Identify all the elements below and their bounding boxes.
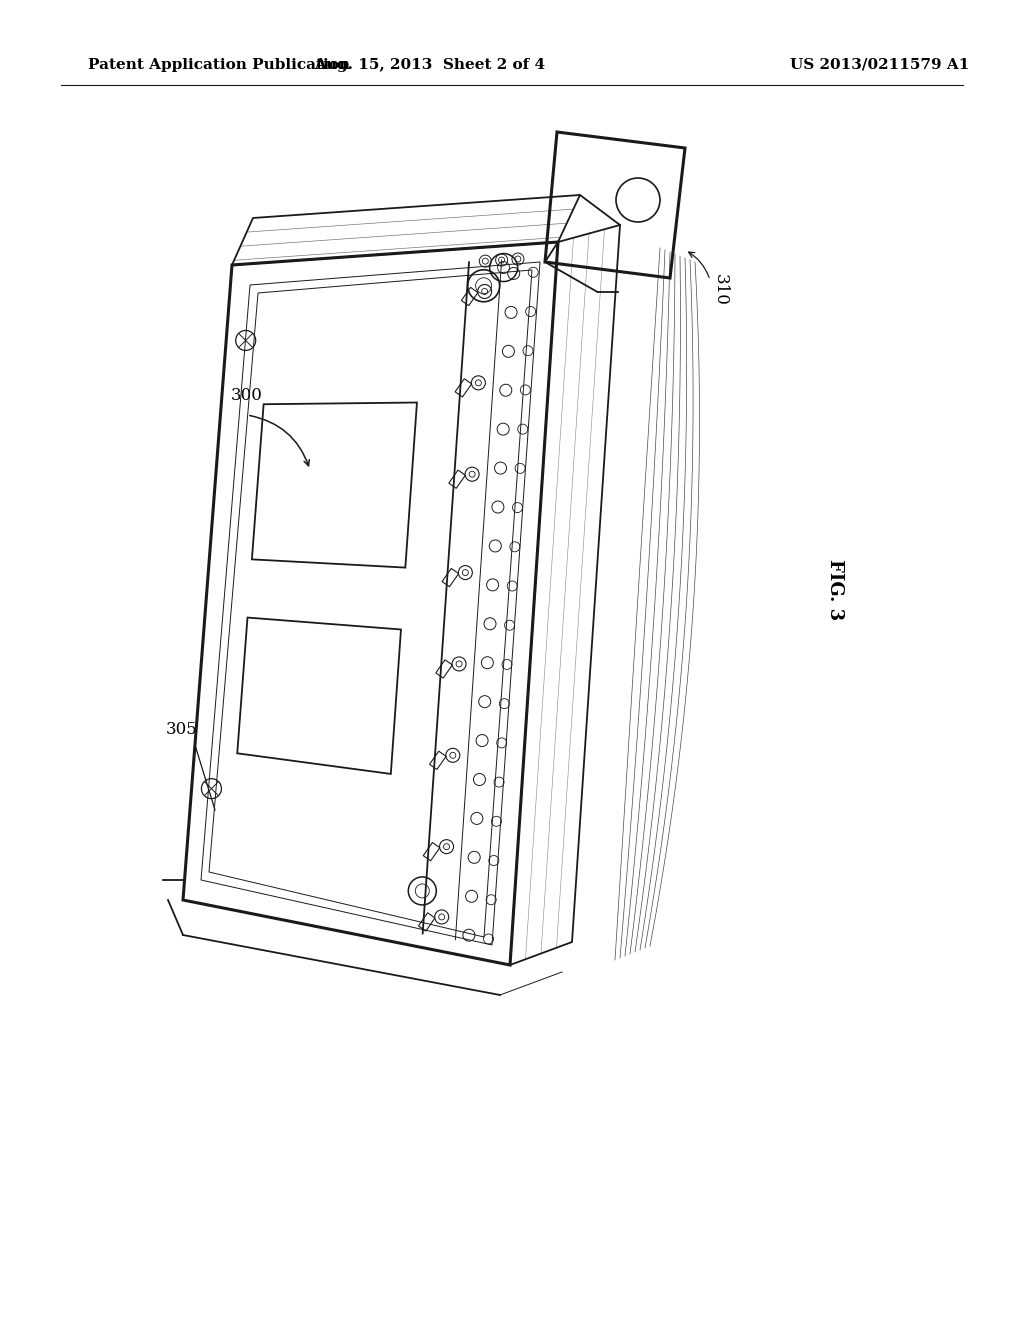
Text: FIG. 3: FIG. 3 bbox=[826, 560, 844, 620]
Text: 300: 300 bbox=[231, 387, 263, 404]
Text: Aug. 15, 2013  Sheet 2 of 4: Aug. 15, 2013 Sheet 2 of 4 bbox=[314, 58, 546, 73]
Text: US 2013/0211579 A1: US 2013/0211579 A1 bbox=[790, 58, 970, 73]
Text: 310: 310 bbox=[712, 275, 728, 306]
Text: 305: 305 bbox=[166, 722, 198, 738]
Text: Patent Application Publication: Patent Application Publication bbox=[88, 58, 350, 73]
